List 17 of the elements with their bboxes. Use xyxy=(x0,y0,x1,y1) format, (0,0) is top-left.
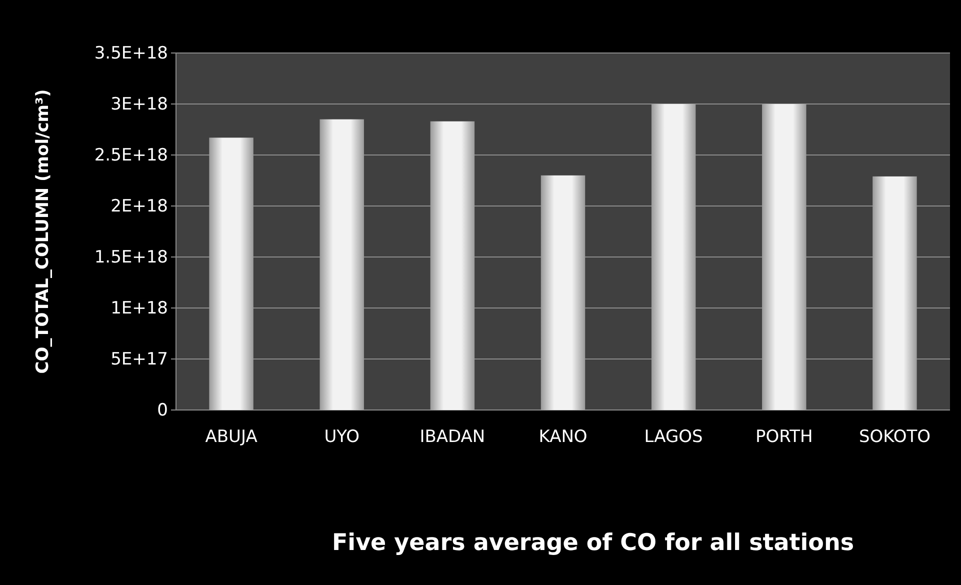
x-tick-label: IBADAN xyxy=(420,427,486,448)
x-tick-label: UYO xyxy=(324,427,360,448)
y-tick-label: 0 xyxy=(157,400,168,420)
x-tick-label: LAGOS xyxy=(644,427,703,448)
text: Five years average of CO for all stations xyxy=(332,530,854,556)
y-tick-label: 1E+18 xyxy=(110,298,168,318)
x-tick-label: ABUJA xyxy=(205,427,258,448)
x-tick-label: PORTH xyxy=(755,427,813,448)
y-axis-title: CO_TOTAL_COLUMN (mol/cm³) xyxy=(33,89,53,374)
y-tick-label: 3.5E+18 xyxy=(94,43,168,64)
y-tick-label: 1.5E+18 xyxy=(94,247,168,268)
y-tick-label: 5E+17 xyxy=(110,349,168,370)
y-tick-label: 2.5E+18 xyxy=(94,145,168,166)
x-tick-label: KANO xyxy=(538,427,588,448)
y-tick-label: 2E+18 xyxy=(110,196,168,216)
x-tick-label: SOKOTO xyxy=(858,427,930,448)
y-tick-label: 3E+18 xyxy=(110,94,168,114)
